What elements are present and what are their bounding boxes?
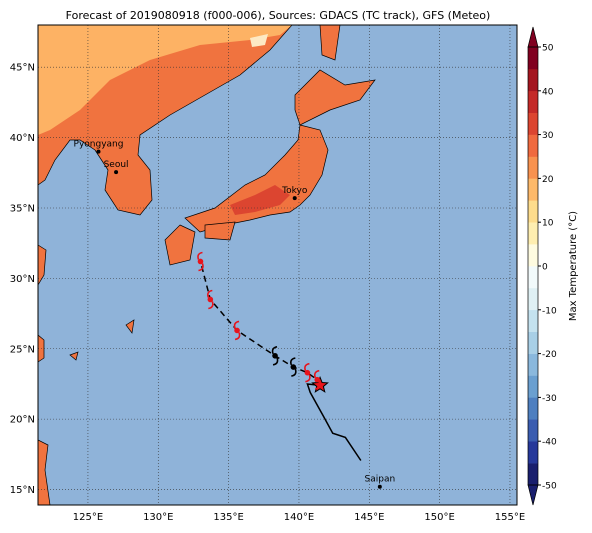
graticule [38, 25, 517, 505]
lat-tick-label: 25°N [10, 344, 35, 355]
lat-tick-label: 30°N [10, 274, 35, 285]
storm-arm [208, 301, 214, 310]
storm-arm [233, 320, 240, 329]
colorbar-tick-label: 40 [542, 87, 554, 97]
colorbar-band [528, 266, 538, 289]
city-label: Pyongyang [74, 140, 124, 150]
lon-tick-label: 145°E [354, 512, 384, 523]
storm-eye [272, 352, 278, 359]
storm-symbol [207, 289, 214, 310]
lon-tick-label: 125°E [73, 512, 103, 523]
storm-eye [314, 376, 321, 383]
lon-tick-label: 155°E [495, 512, 525, 523]
colorbar-band [528, 309, 538, 332]
lat-tick-label: 40°N [10, 133, 35, 144]
colorbar-band [528, 200, 538, 223]
storm-eye [207, 296, 214, 303]
city-label: Tokyo [281, 186, 308, 196]
colorbar-band [528, 375, 538, 398]
colorbar-tick-label: 0 [542, 263, 548, 273]
lon-tick-label: 135°E [213, 512, 243, 523]
forecast-line [199, 261, 321, 386]
colorbar-band [528, 463, 538, 486]
colorbar-tick-label: -50 [542, 482, 557, 492]
storm-arm [304, 362, 310, 371]
city-dot [292, 196, 297, 201]
lon-tick-label: 150°E [424, 512, 454, 523]
colorbar-band [528, 68, 538, 92]
colorbar-band [528, 47, 538, 70]
storm-arm [272, 357, 279, 366]
lat-tick-label: 15°N [10, 485, 35, 496]
colorbar-tick-label: 30 [542, 131, 554, 141]
colorbar-band [528, 90, 538, 113]
storm-symbol [197, 251, 204, 272]
storm-eye [304, 369, 311, 376]
colorbar-band [528, 419, 538, 442]
storm-arm [291, 368, 297, 377]
colorbar-band [528, 397, 538, 420]
track-line [306, 383, 362, 461]
colorbar-band [528, 353, 538, 376]
colorbar-tick-label: -30 [542, 394, 557, 404]
colorbar-tick-label: 20 [542, 175, 554, 185]
colorbar-band [528, 178, 538, 201]
colorbar-tick-label: 50 [542, 44, 554, 54]
colorbar-band [528, 331, 538, 354]
storm-symbol [271, 346, 279, 366]
city-dot [377, 484, 382, 489]
storm-arm [234, 332, 241, 341]
colorbar-band [528, 441, 538, 464]
lon-tick-label: 130°E [143, 512, 173, 523]
colorbar-extend-top [527, 26, 539, 48]
storm-symbol [290, 357, 297, 377]
land [38, 25, 376, 505]
lat-tick-label: 45°N [10, 63, 35, 74]
colorbar-extend-bottom [527, 484, 539, 506]
colorbar-band [528, 222, 538, 245]
storm-arm [305, 374, 311, 383]
storm-arm [198, 263, 204, 272]
storm-eye [234, 327, 240, 334]
storm-arm [271, 346, 278, 355]
colorbar-tick-label: -40 [542, 438, 557, 448]
colorbar-band [528, 244, 538, 267]
colorbar: -50 -40 -30 -20 -10 0 10 20 30 40 50 [527, 26, 557, 506]
lon-tick-label: 140°E [284, 512, 314, 523]
storm-symbol [313, 369, 321, 390]
storm-arm [313, 369, 320, 378]
storm-arm [315, 381, 321, 390]
lat-tick-label: 20°N [10, 415, 35, 426]
storm-arm [207, 289, 213, 298]
colorbar-tick-label: 10 [542, 219, 554, 229]
track-layer: Pyongyang Seoul Tokyo Saipan [74, 140, 396, 489]
colorbar-band [528, 134, 538, 157]
colorbar-band [528, 112, 538, 135]
storm-eye [290, 364, 297, 370]
colorbar-label: Max Temperature (°C) [568, 211, 579, 321]
map-title: Forecast of 2019080918 (f000-006), Sourc… [66, 9, 491, 22]
colorbar-tick-label: -20 [542, 350, 557, 360]
city-label: Seoul [104, 160, 129, 170]
storm-arm [290, 357, 296, 366]
storm-eye [197, 258, 204, 265]
city-label: Saipan [365, 475, 396, 485]
storm-symbol [304, 362, 311, 383]
storm-symbol [233, 320, 241, 341]
colorbar-tick-label: -10 [542, 306, 557, 316]
lat-tick-label: 35°N [10, 203, 35, 214]
colorbar-band [528, 287, 538, 311]
map-frame [37, 24, 518, 506]
colorbar-band [528, 156, 538, 179]
city-dot [96, 149, 101, 154]
storm-arm [197, 251, 203, 260]
city-dot [114, 170, 119, 175]
